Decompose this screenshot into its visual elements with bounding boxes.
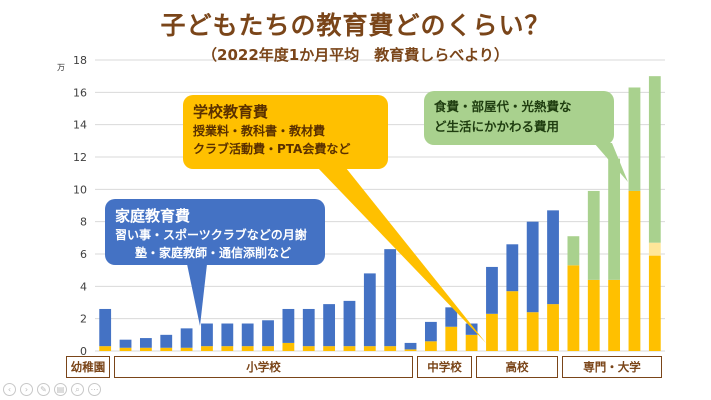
segment-kindergarten: 幼稚園 <box>66 356 110 378</box>
bar-school <box>302 346 315 351</box>
bar-home <box>526 221 539 313</box>
bar-living <box>608 158 621 280</box>
y-tick-label: 2 <box>80 313 87 326</box>
bar-home <box>302 308 315 347</box>
y-tick-label: 10 <box>73 183 87 196</box>
bar-school <box>404 349 417 351</box>
bar-home <box>404 342 417 350</box>
zoom-icon[interactable]: ⌕ <box>71 383 84 396</box>
bar-living <box>648 76 661 243</box>
y-unit-label: 万 <box>57 63 65 72</box>
segment-junior-high: 中学校 <box>417 356 472 378</box>
slide-nav-toolbar: ‹ › ✎ ▤ ⌕ ⋯ <box>3 383 101 396</box>
bar-other <box>648 242 661 256</box>
bar-school <box>608 279 621 351</box>
next-slide-icon[interactable]: › <box>20 383 33 396</box>
bar-school <box>445 326 458 351</box>
bar-home <box>221 323 234 347</box>
bar-school <box>486 313 498 351</box>
callout-living-pointer <box>594 143 628 182</box>
callout-living-line2: ど生活にかかわる費用 <box>434 119 560 134</box>
bar-school <box>587 279 600 351</box>
bar-school <box>119 347 132 351</box>
bar-school <box>628 190 641 351</box>
bar-school <box>201 346 213 351</box>
bar-school <box>506 291 519 351</box>
bar-home <box>323 304 336 347</box>
bar-home <box>180 328 193 348</box>
bar-school <box>648 255 661 351</box>
bar-home <box>201 323 213 347</box>
callout-school-heading: 学校教育費 <box>193 103 269 121</box>
callout-home-heading: 家庭教育費 <box>115 207 191 225</box>
bar-school <box>99 346 112 351</box>
y-tick-label: 6 <box>80 248 87 261</box>
bar-school <box>160 347 173 351</box>
slides-icon[interactable]: ▤ <box>54 383 67 396</box>
bar-school <box>343 346 356 351</box>
bar-school <box>139 347 152 351</box>
bar-home <box>343 300 356 347</box>
bar-school <box>384 346 397 351</box>
chart-title: 子どもたちの教育費どのくらい？ <box>160 11 551 40</box>
more-icon[interactable]: ⋯ <box>88 383 101 396</box>
pen-icon[interactable]: ✎ <box>37 383 50 396</box>
callout-home-line2: 塾・家庭教師・通信添削など <box>135 246 292 260</box>
bar-living <box>567 236 580 266</box>
segment-high-school: 高校 <box>476 356 558 378</box>
bar-school <box>547 304 559 351</box>
callout-school-cost: 学校教育費 授業料・教科書・教材費 クラブ活動費・PTA会費など <box>183 95 388 169</box>
y-tick-label: 18 <box>73 54 87 67</box>
bar-school <box>262 346 274 351</box>
callout-school-line1: 授業料・教科書・教材費 <box>193 124 326 138</box>
bar-home <box>506 244 519 292</box>
bar-home <box>282 308 295 343</box>
prev-slide-icon[interactable]: ‹ <box>3 383 16 396</box>
bar-home <box>99 308 112 347</box>
bar-home <box>424 321 437 342</box>
bar-school <box>465 334 478 351</box>
bar-school <box>282 342 295 351</box>
y-tick-label: 4 <box>80 280 87 293</box>
bar-living <box>587 190 600 280</box>
bar-home <box>384 249 397 347</box>
bar-school <box>363 346 376 351</box>
callout-home-line1: 習い事・スポーツクラブなどの月謝 <box>115 228 307 242</box>
bar-home <box>465 323 478 335</box>
bar-home <box>363 273 376 347</box>
callout-living-line1: 食費・部屋代・光熱費な <box>434 99 572 114</box>
y-tick-label: 14 <box>73 119 87 132</box>
bar-school <box>221 346 234 351</box>
bar-school <box>526 312 539 351</box>
bar-home <box>445 307 458 327</box>
bar-school <box>180 347 193 351</box>
callout-home-pointer <box>187 264 207 326</box>
bar-home <box>119 339 132 348</box>
segment-elementary: 小学校 <box>114 356 413 378</box>
bar-school <box>323 346 336 351</box>
bar-home <box>160 334 173 348</box>
bar-living <box>628 87 641 191</box>
callout-school-pointer <box>318 168 486 343</box>
bar-home <box>486 266 498 314</box>
callout-school-line2: クラブ活動費・PTA会費など <box>193 142 351 156</box>
bar-school <box>567 265 580 351</box>
bar-school <box>424 341 437 351</box>
bar-school <box>241 346 254 351</box>
chart-subtitle: （2022年度1か月平均 教育費しらべより） <box>202 46 509 64</box>
bar-home <box>547 210 559 305</box>
callout-home-cost: 家庭教育費 習い事・スポーツクラブなどの月謝 塾・家庭教師・通信添削など <box>105 199 325 265</box>
callout-living-cost: 食費・部屋代・光熱費な ど生活にかかわる費用 <box>424 91 614 145</box>
bar-home <box>139 338 152 348</box>
bar-home <box>241 323 254 347</box>
bar-home <box>262 320 274 347</box>
y-tick-label: 12 <box>73 151 87 164</box>
segment-college: 専門・大学 <box>562 356 662 378</box>
y-tick-label: 16 <box>73 86 87 99</box>
y-tick-label: 8 <box>80 216 87 229</box>
y-tick-label: 0 <box>80 345 87 358</box>
